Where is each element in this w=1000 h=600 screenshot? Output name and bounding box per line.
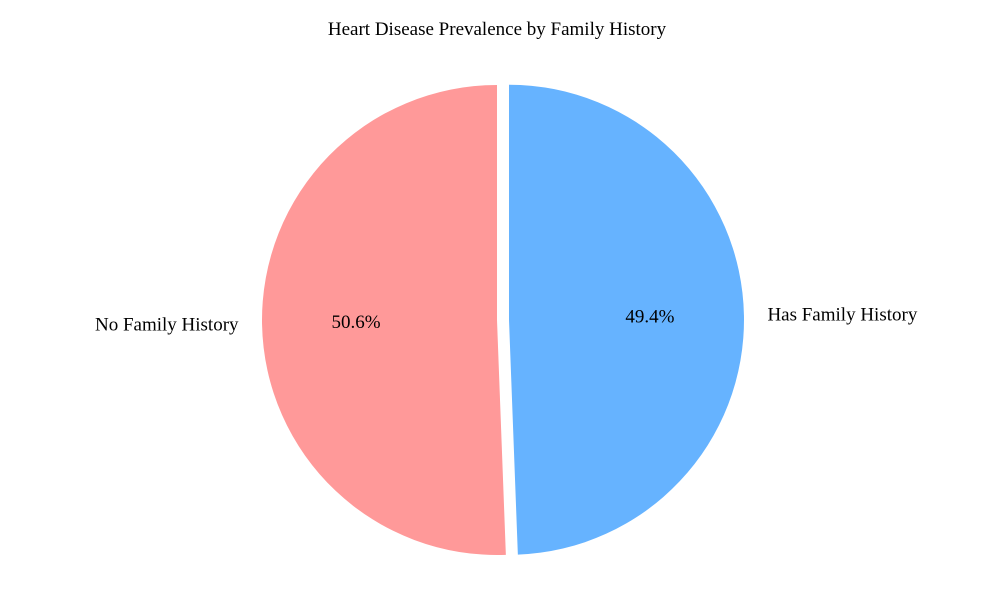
pie-slice-no-family-history — [261, 85, 506, 555]
pie-category-label: Has Family History — [767, 304, 917, 325]
pie-category-label: No Family History — [95, 314, 239, 335]
pie-percent-label: 50.6% — [331, 312, 380, 333]
pie-percent-label: 49.4% — [625, 307, 674, 328]
pie-slice-has-family-history — [508, 84, 744, 555]
labels-layer: 50.6% No Family History 49.4% Has Family Hi… — [95, 304, 918, 335]
slices-layer — [261, 84, 744, 555]
chart-title: Heart Disease Prevalence by Family Histo… — [328, 19, 667, 40]
